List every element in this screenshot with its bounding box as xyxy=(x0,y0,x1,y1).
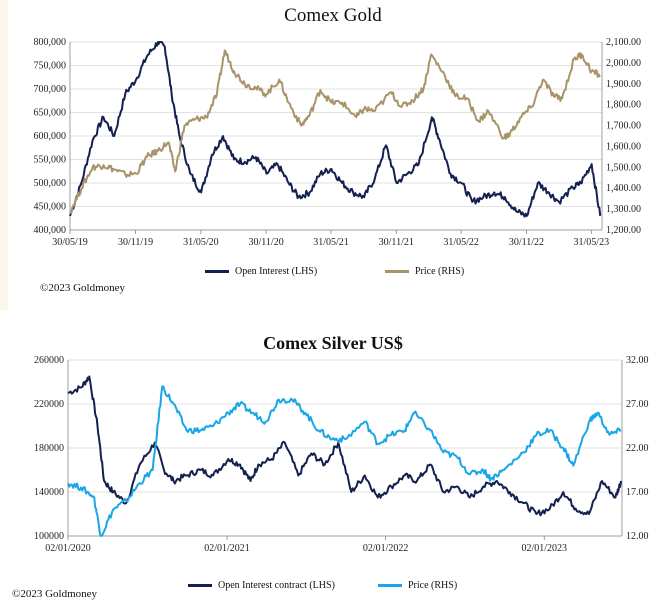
panel-edge xyxy=(0,0,8,310)
left-tick-label: 260000 xyxy=(34,355,64,366)
x-tick-label: 02/01/2020 xyxy=(45,543,91,554)
right-tick-label: 1,400.00 xyxy=(606,183,641,194)
right-tick-label: 12.00 xyxy=(626,531,649,542)
gold-chart-title: Comex Gold xyxy=(284,5,382,26)
right-tick-label: 27.00 xyxy=(626,399,649,410)
left-tick-label: 100000 xyxy=(34,531,64,542)
series-line-price xyxy=(69,49,601,215)
legend-swatch xyxy=(378,584,402,587)
x-tick-label: 02/01/2022 xyxy=(363,543,409,554)
right-tick-label: 1,700.00 xyxy=(606,121,641,132)
left-tick-label: 500,000 xyxy=(34,178,67,189)
gold-chart-svg: 400,000 450,000 500,000 550,000 600,000 650,0… xyxy=(34,37,642,248)
gold-chart-panel xyxy=(0,0,8,310)
left-tick-label: 180000 xyxy=(34,443,64,454)
left-tick-label: 450,000 xyxy=(34,202,67,213)
x-tick-label: 31/05/21 xyxy=(313,237,349,248)
silver-chart-title: Comex Silver US$ xyxy=(263,333,403,353)
left-tick-label: 140000 xyxy=(34,487,64,498)
legend-swatch xyxy=(188,584,212,587)
silver-chart-panel xyxy=(0,312,666,607)
series-line-open-interest xyxy=(67,375,623,517)
x-tick-label: 30/11/22 xyxy=(509,237,544,248)
silver-copyright: ©2023 Goldmoney xyxy=(12,588,98,600)
right-tick-label: 1,900.00 xyxy=(606,79,641,90)
legend-label: Price (RHS) xyxy=(415,266,465,277)
x-tick-label: 30/05/19 xyxy=(52,237,88,248)
right-tick-label: 1,800.00 xyxy=(606,100,641,111)
right-tick-label: 32.00 xyxy=(626,355,649,366)
gold-legend-open-interest: Open Interest (LHS) xyxy=(205,266,317,277)
legend-swatch xyxy=(205,270,229,273)
left-tick-label: 650,000 xyxy=(34,108,67,119)
x-tick-label: 30/11/20 xyxy=(249,237,284,248)
left-tick-label: 220000 xyxy=(34,399,64,410)
series-line-price xyxy=(67,385,622,537)
legend-swatch xyxy=(385,270,409,273)
right-tick-label: 2,000.00 xyxy=(606,58,641,69)
x-tick-label: 02/01/2023 xyxy=(521,543,567,554)
x-tick-label: 02/01/2021 xyxy=(204,543,250,554)
right-tick-label: 22.00 xyxy=(626,443,649,454)
silver-legend-price: Price (RHS) xyxy=(378,580,457,591)
left-tick-label: 800,000 xyxy=(34,37,67,48)
right-tick-label: 1,300.00 xyxy=(606,204,641,215)
silver-legend-open-interest: Open Interest contract (LHS) xyxy=(188,580,335,591)
legend-label: Open Interest (LHS) xyxy=(235,266,318,277)
left-tick-label: 750,000 xyxy=(34,61,67,72)
right-tick-label: 1,500.00 xyxy=(606,162,641,173)
right-tick-label: 1,600.00 xyxy=(606,141,641,152)
left-tick-label: 400,000 xyxy=(34,225,67,236)
legend-label: Price (RHS) xyxy=(408,580,458,591)
left-tick-label: 700,000 xyxy=(34,84,67,95)
right-tick-label: 2,100.00 xyxy=(606,37,641,48)
left-tick-label: 600,000 xyxy=(34,131,67,142)
gold-legend-price: Price (RHS) xyxy=(385,266,464,277)
gold-copyright: ©2023 Goldmoney xyxy=(40,282,126,294)
x-tick-label: 31/05/22 xyxy=(443,237,479,248)
legend-label: Open Interest contract (LHS) xyxy=(218,580,335,591)
x-tick-label: 30/11/19 xyxy=(118,237,153,248)
x-tick-label: 31/05/23 xyxy=(574,237,610,248)
right-tick-label: 17.00 xyxy=(626,487,649,498)
right-tick-label: 1,200.00 xyxy=(606,225,641,236)
x-tick-label: 30/11/21 xyxy=(379,237,414,248)
left-tick-label: 550,000 xyxy=(34,155,67,166)
series-line-open-interest xyxy=(69,41,602,218)
x-tick-label: 31/05/20 xyxy=(183,237,219,248)
silver-chart-svg: 100000 140000 180000 220000 260000 12.00 17.00… xyxy=(34,355,649,554)
